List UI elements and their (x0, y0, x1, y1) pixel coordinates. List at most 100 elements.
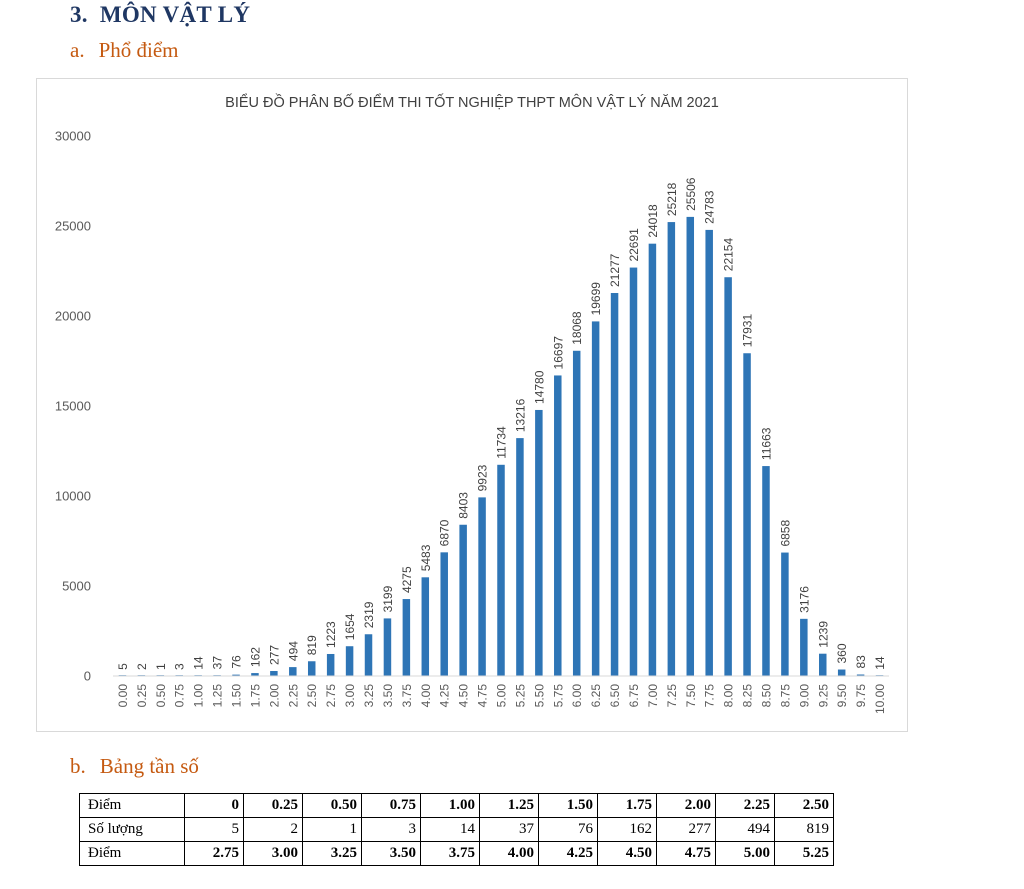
subsection-a-title: Phổ điểm (98, 38, 179, 62)
bar (686, 216, 695, 676)
bar-value-label: 3 (173, 663, 187, 670)
chart-title: BIỂU ĐỒ PHÂN BỐ ĐIỂM THI TỐT NGHIỆP THPT… (225, 93, 719, 111)
chart-container: BIỂU ĐỒ PHÂN BỐ ĐIỂM THI TỐT NGHIỆP THPT… (36, 78, 908, 732)
bar-value-label: 360 (835, 643, 849, 663)
x-tick-label: 3.25 (362, 684, 376, 708)
bar-value-label: 1223 (324, 621, 338, 648)
subsection-b-letter: b. (70, 754, 86, 778)
table-cell: 0 (184, 793, 244, 818)
bar (667, 222, 676, 677)
bar (289, 667, 297, 676)
x-tick-label: 4.75 (476, 684, 490, 708)
y-tick-label: 20000 (55, 309, 91, 324)
x-tick-label: 5.00 (495, 684, 509, 708)
bar-value-label: 277 (267, 645, 281, 665)
y-tick-label: 15000 (55, 399, 91, 414)
table-cell: 2.00 (656, 793, 716, 818)
table-cell: 4.75 (656, 841, 716, 866)
bar (648, 243, 657, 676)
bar-value-label: 25506 (684, 177, 698, 211)
table-cell: 3.25 (302, 841, 362, 866)
section-heading: 3. MÔN VẬT LÝ (70, 2, 250, 28)
subsection-a-letter: a. (70, 38, 85, 62)
bar-value-label: 25218 (665, 182, 679, 216)
x-tick-label: 5.50 (532, 684, 546, 708)
bar (364, 634, 373, 676)
bar (781, 552, 789, 676)
x-tick-label: 9.25 (816, 684, 830, 708)
x-tick-label: 6.75 (627, 684, 641, 708)
bar-value-label: 14 (192, 656, 206, 670)
bar-value-label: 5 (116, 663, 130, 670)
bar (819, 653, 827, 676)
x-tick-label: 9.50 (835, 684, 849, 708)
table-cell: 162 (597, 817, 657, 842)
bar-value-label: 4275 (400, 566, 414, 593)
table-cell: 277 (656, 817, 716, 842)
x-tick-label: 4.25 (438, 684, 452, 708)
section-title: MÔN VẬT LÝ (99, 2, 251, 27)
bar (383, 618, 392, 676)
bar (459, 524, 467, 676)
bar-value-label: 5483 (419, 544, 433, 571)
row-label: Số lượng (79, 817, 185, 842)
table-cell: 2.50 (774, 793, 834, 818)
bar-value-label: 13216 (513, 398, 527, 432)
x-tick-label: 0.50 (154, 684, 168, 708)
section-number: 3. (70, 2, 88, 27)
bar (800, 618, 808, 676)
bar (232, 674, 240, 676)
x-tick-label: 0.00 (116, 684, 130, 708)
table-cell: 0.25 (243, 793, 303, 818)
bar-value-label: 19699 (589, 282, 603, 316)
bar (402, 599, 411, 676)
bar-value-label: 6858 (778, 520, 792, 547)
bar-value-label: 1654 (343, 613, 357, 640)
x-tick-label: 6.25 (589, 684, 603, 708)
bar-value-label: 11663 (759, 427, 773, 460)
bar-value-label: 14 (873, 656, 887, 670)
bar-value-label: 1239 (816, 621, 830, 648)
x-tick-label: 9.75 (854, 684, 868, 708)
bar (307, 661, 316, 676)
x-tick-label: 4.50 (457, 684, 471, 708)
bar (326, 653, 335, 676)
x-tick-label: 3.00 (343, 684, 357, 708)
x-tick-label: 8.50 (759, 684, 773, 708)
bar-value-label: 11734 (495, 426, 509, 459)
table-cell: 14 (420, 817, 480, 842)
x-tick-label: 7.00 (646, 684, 660, 708)
bar-value-label: 21277 (608, 253, 622, 287)
table-cell: 2.25 (715, 793, 775, 818)
bar (421, 577, 430, 676)
y-tick-label: 5000 (62, 579, 91, 594)
x-tick-label: 7.75 (703, 684, 717, 708)
table-cell: 5.00 (715, 841, 775, 866)
bar-value-label: 17931 (741, 314, 755, 348)
x-tick-label: 1.00 (192, 684, 206, 708)
table-cell: 5.25 (774, 841, 834, 866)
y-tick-label: 25000 (55, 219, 91, 234)
x-tick-label: 8.75 (778, 684, 792, 708)
bar (535, 409, 543, 676)
x-tick-label: 0.25 (135, 684, 149, 708)
table-cell: 1.25 (479, 793, 539, 818)
bar-value-label: 22154 (722, 238, 736, 272)
bar-value-label: 83 (854, 655, 868, 669)
x-tick-label: 3.50 (381, 684, 395, 708)
x-tick-label: 8.00 (722, 684, 736, 708)
table-cell: 819 (774, 817, 834, 842)
bar (837, 669, 846, 676)
bar (856, 674, 865, 676)
frequency-table: Điểm 0 0.25 0.50 0.75 1.00 1.25 1.50 1.75 2.00 2.2… (79, 793, 834, 866)
bar (554, 375, 562, 676)
y-tick-label: 10000 (55, 489, 91, 504)
bar (478, 497, 486, 676)
table-cell: 76 (538, 817, 598, 842)
score-distribution-chart: BIỂU ĐỒ PHÂN BỐ ĐIỂM THI TỐT NGHIỆP THPT… (55, 93, 889, 714)
bar-value-label: 76 (230, 655, 244, 669)
bar-value-label: 18068 (570, 311, 584, 345)
x-tick-label: 5.75 (551, 684, 565, 708)
x-tick-label: 2.50 (305, 684, 319, 708)
x-tick-label: 1.50 (230, 684, 244, 708)
